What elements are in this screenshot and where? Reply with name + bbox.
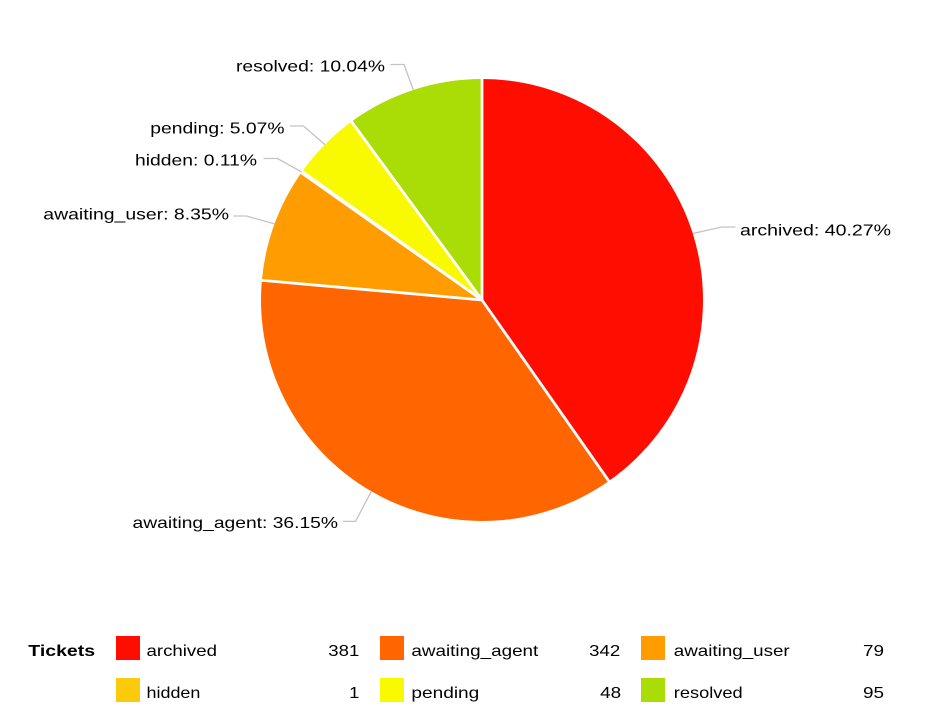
svg-text:resolved: 10.04%: resolved: 10.04% bbox=[236, 59, 385, 76]
svg-text:archived: 40.27%: archived: 40.27% bbox=[740, 223, 891, 240]
svg-text:awaiting_agent: 36.15%: awaiting_agent: 36.15% bbox=[133, 515, 339, 532]
svg-text:archived: archived bbox=[147, 643, 218, 660]
svg-text:resolved: resolved bbox=[674, 685, 743, 702]
svg-text:342: 342 bbox=[589, 643, 620, 660]
svg-text:381: 381 bbox=[328, 643, 359, 660]
svg-text:pending: 5.07%: pending: 5.07% bbox=[150, 121, 284, 138]
svg-text:pending: pending bbox=[411, 685, 479, 702]
svg-text:1: 1 bbox=[349, 685, 359, 702]
svg-text:awaiting_user: awaiting_user bbox=[674, 643, 791, 660]
svg-text:awaiting_user: 8.35%: awaiting_user: 8.35% bbox=[43, 207, 229, 224]
svg-text:hidden: hidden bbox=[147, 685, 201, 702]
svg-text:48: 48 bbox=[600, 685, 621, 702]
svg-text:hidden: 0.11%: hidden: 0.11% bbox=[135, 152, 257, 169]
svg-text:awaiting_agent: awaiting_agent bbox=[411, 643, 539, 660]
svg-text:95: 95 bbox=[863, 685, 884, 702]
svg-text:Tickets: Tickets bbox=[28, 643, 95, 660]
svg-text:79: 79 bbox=[863, 643, 884, 660]
